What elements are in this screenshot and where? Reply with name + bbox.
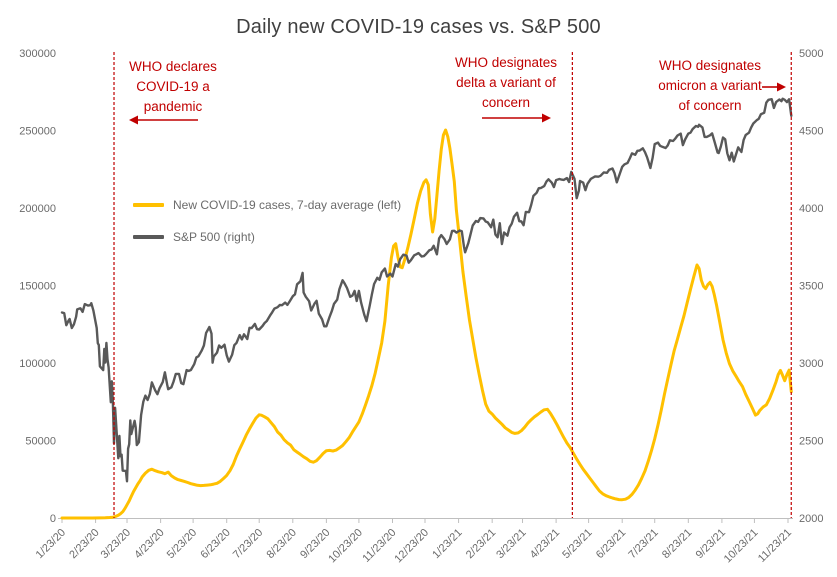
x-axis-label: 2/23/20 — [67, 527, 101, 561]
x-axis-label: 7/23/21 — [626, 527, 660, 561]
annotation-delta-line-3: concern — [481, 95, 531, 110]
left-axis-label: 50000 — [25, 436, 56, 448]
right-axis-label: 5000 — [799, 48, 823, 60]
x-axis-label: 10/23/21 — [722, 527, 761, 566]
annotation-arrow-head-delta — [542, 113, 551, 123]
x-axis-label: 12/23/20 — [392, 527, 431, 566]
x-axis-label: 4/23/20 — [132, 527, 166, 561]
series-covid-cases — [60, 128, 793, 520]
annotation-delta-line-1: WHO designates — [454, 55, 558, 70]
x-axis-label: 11/23/21 — [756, 527, 794, 565]
legend-label-covid-cases: New COVID-19 cases, 7-day average (left) — [173, 198, 402, 212]
right-axis-label: 2000 — [799, 513, 823, 525]
covid-cases-line-swatch — [133, 203, 164, 207]
x-axis-label: 8/23/20 — [264, 527, 298, 561]
x-axis-label: 6/23/21 — [594, 527, 628, 561]
right-axis-label: 3500 — [799, 281, 823, 293]
left-axis-label: 300000 — [19, 48, 56, 60]
right-axis-label: 2500 — [799, 436, 823, 448]
annotation-delta: WHO designates delta a variant of concer… — [394, 53, 618, 113]
x-axis-label: 3/23/20 — [99, 527, 133, 561]
x-axis-label: 7/23/20 — [231, 527, 265, 561]
right-axis-label: 3000 — [799, 358, 823, 370]
right-axis-label: 4000 — [799, 203, 823, 215]
x-axis-label: 10/23/20 — [326, 527, 365, 566]
left-axis-label: 100000 — [19, 358, 56, 370]
x-axis-label: 2/23/21 — [464, 527, 498, 561]
legend-item-sp500: S&P 500 (right) — [133, 230, 255, 244]
x-axis-label: 1/23/20 — [34, 527, 68, 561]
annotation-pandemic-line-2: COVID-19 a — [136, 79, 210, 94]
annotation-omicron-line-1: WHO designates — [658, 58, 762, 73]
x-axis-label: 5/23/21 — [560, 527, 594, 561]
chart-title: Daily new COVID-19 cases vs. S&P 500 — [236, 16, 601, 38]
annotation-omicron-line-3: of concern — [678, 98, 742, 113]
legend-label-sp500: S&P 500 (right) — [173, 230, 255, 244]
annotation-arrow-head-pandemic — [129, 115, 138, 125]
sp500-line-swatch — [133, 235, 164, 239]
annotation-omicron: WHO designates omicron a variant of conc… — [598, 56, 822, 116]
x-axis-label: 6/23/20 — [198, 527, 232, 561]
series-sp500 — [60, 97, 793, 483]
x-axis-label: 5/23/20 — [165, 527, 199, 561]
annotation-delta-line-2: delta a variant of — [456, 75, 556, 90]
annotation-omicron-line-2: omicron a variant — [658, 78, 762, 93]
legend-item-covid-cases: New COVID-19 cases, 7-day average (left) — [133, 198, 401, 212]
left-axis-label: 150000 — [19, 281, 56, 293]
annotation-pandemic-line-3: pandemic — [143, 99, 203, 114]
left-axis-label: 250000 — [19, 126, 56, 138]
annotation-pandemic: WHO declares COVID-19 a pandemic — [61, 57, 285, 117]
x-axis-label: 3/23/21 — [494, 527, 528, 561]
left-axis-label: 0 — [50, 513, 56, 525]
annotation-pandemic-line-1: WHO declares — [129, 59, 217, 74]
right-axis-label: 4500 — [799, 126, 823, 138]
x-axis-label: 11/23/20 — [360, 527, 398, 565]
left-axis-label: 200000 — [19, 203, 56, 215]
x-axis-label: 4/23/21 — [528, 527, 562, 561]
annotation-arrow-head-omicron — [777, 82, 786, 92]
x-axis-label: 8/23/21 — [660, 527, 694, 561]
x-axis-label: 1/23/21 — [430, 527, 464, 561]
